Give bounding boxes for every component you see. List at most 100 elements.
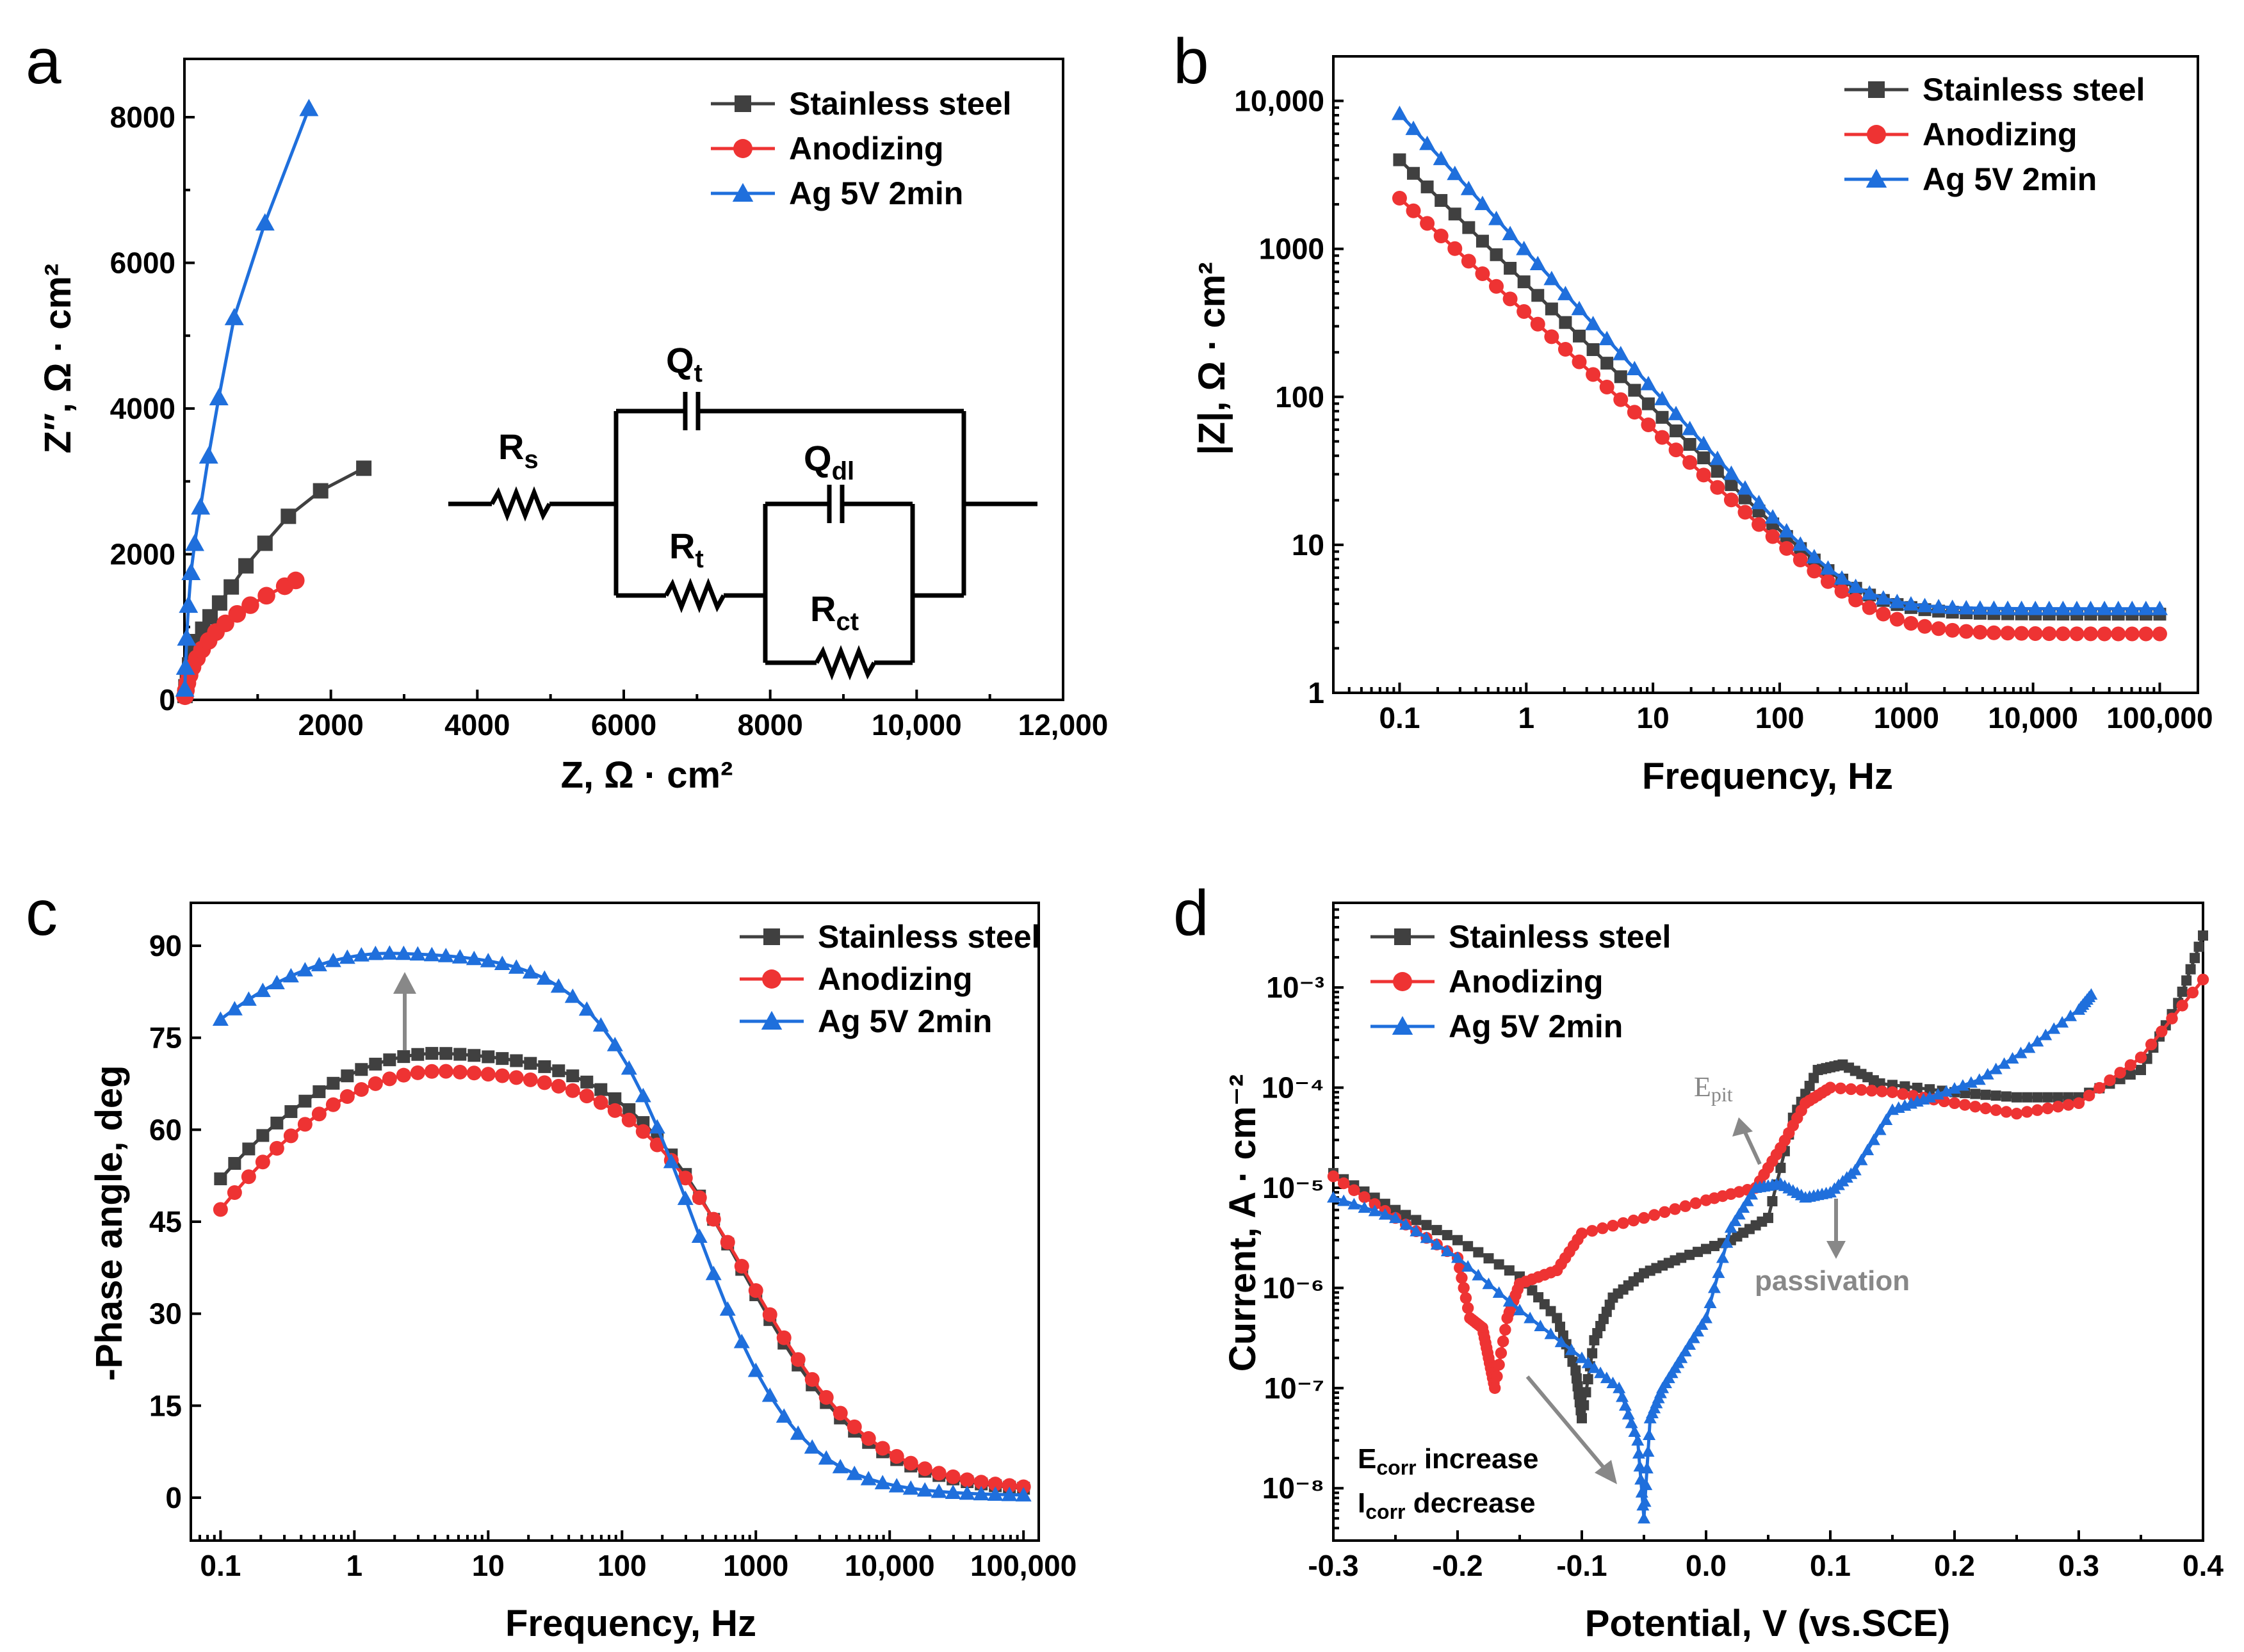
point-anod <box>297 1117 313 1132</box>
point-anod <box>2010 1107 2023 1120</box>
point-ss <box>2190 953 2200 964</box>
point-ag <box>522 964 539 979</box>
point-ag <box>1378 1208 1392 1220</box>
y-tick-label: 1 <box>1308 676 1324 709</box>
point-ss <box>224 579 240 595</box>
point-anod <box>2186 986 2199 999</box>
series-ag <box>175 99 319 697</box>
point-ag <box>1634 1473 1648 1485</box>
point-ag <box>181 562 201 580</box>
annotation-epit: Epit <box>1694 1071 1733 1106</box>
point-anod <box>410 1065 425 1080</box>
point-anod <box>1475 266 1490 282</box>
point-ag <box>1940 1085 1953 1097</box>
point-anod <box>833 1405 848 1421</box>
point-ag <box>1622 1407 1635 1420</box>
point-ss <box>238 558 254 574</box>
point-anod <box>2042 1102 2054 1115</box>
point-ss <box>1775 1162 1786 1173</box>
point-ss <box>1804 1080 1815 1091</box>
point-ss <box>1573 329 1586 343</box>
point-ss <box>228 1156 241 1170</box>
point-anod <box>2145 1039 2158 1051</box>
point-anod <box>1586 1225 1598 1237</box>
point-ss <box>355 1063 368 1076</box>
point-ss <box>1517 275 1531 289</box>
point-ss <box>214 1172 227 1186</box>
point-ag <box>691 1228 708 1243</box>
point-anod <box>1491 1370 1503 1382</box>
point-ss <box>1924 1084 1935 1095</box>
y-tick-label: 6000 <box>110 247 175 280</box>
point-ag <box>1368 1204 1381 1217</box>
point-anod <box>1613 392 1629 407</box>
point-anod <box>1824 1081 1837 1094</box>
point-ag <box>1543 270 1560 286</box>
point-ss <box>1401 1210 1411 1220</box>
point-anod <box>1627 405 1642 420</box>
x-tick-label: 100 <box>598 1549 647 1582</box>
point-ag <box>578 1001 595 1016</box>
point-ss <box>453 1048 467 1061</box>
y-axis-label: |Z|, Ω · cm² <box>1191 262 1233 455</box>
point-ag <box>1474 195 1491 211</box>
point-anod <box>1461 1302 1474 1314</box>
point-ag <box>1903 596 1919 611</box>
point-ss <box>1709 1240 1720 1251</box>
point-anod <box>2097 626 2112 642</box>
point-ag <box>1581 1356 1595 1368</box>
point-ag <box>437 948 454 962</box>
increase-arrow-icon <box>393 972 416 1050</box>
point-anod <box>2083 626 2099 642</box>
point-ag <box>1632 1446 1645 1459</box>
point-ss <box>538 1060 551 1073</box>
point-anod <box>2104 1074 2116 1087</box>
point-anod <box>2000 1106 2013 1118</box>
point-ag <box>1347 1197 1361 1210</box>
point-ag <box>2041 601 2058 615</box>
point-ag <box>959 1485 975 1500</box>
point-ag <box>226 1001 243 1016</box>
point-anod <box>2031 1104 2044 1116</box>
point-ag <box>381 945 398 960</box>
point-anod <box>748 1283 763 1299</box>
point-ss <box>1435 194 1448 207</box>
point-ag <box>199 446 218 464</box>
point-ag <box>480 953 496 968</box>
point-ss <box>1767 1196 1778 1207</box>
x-tick-label: -0.2 <box>1432 1549 1483 1582</box>
point-ss <box>580 1075 594 1089</box>
legend-marker-anod <box>1393 972 1412 991</box>
x-tick-label: 0.1 <box>1379 701 1420 734</box>
y-tick-label: 30 <box>149 1297 182 1331</box>
point-ag <box>1606 1376 1620 1388</box>
point-ag <box>1682 421 1698 435</box>
point-anod <box>973 1475 989 1490</box>
panel-letter-b: b <box>1173 26 1209 97</box>
equivalent-circuit <box>448 392 1037 681</box>
legend-label-ss: Stainless steel <box>789 86 1011 122</box>
point-anod <box>227 1185 242 1201</box>
point-anod <box>1793 553 1808 568</box>
point-anod <box>1420 216 1435 231</box>
point-anod <box>1834 1082 1847 1094</box>
point-anod <box>1392 191 1407 206</box>
point-ag <box>1516 241 1533 255</box>
point-anod <box>1458 1282 1470 1294</box>
point-ag <box>1683 1338 1696 1350</box>
point-ss <box>1493 1259 1504 1270</box>
x-tick-label: 0.0 <box>1686 1549 1727 1582</box>
point-ag <box>1972 600 1988 615</box>
x-tick-label: 8000 <box>737 708 802 741</box>
point-ss <box>1545 302 1558 316</box>
point-ag <box>1948 1081 1961 1094</box>
x-tick-label: 100 <box>1755 701 1805 734</box>
point-anod <box>1737 505 1753 520</box>
point-anod <box>523 1072 538 1087</box>
point-ag <box>1687 1331 1700 1343</box>
point-ag <box>2039 1028 2053 1041</box>
point-anod <box>1489 1382 1501 1395</box>
point-anod <box>283 1128 298 1144</box>
y-tick-label: 10⁻⁴ <box>1262 1071 1324 1105</box>
point-ss <box>594 1083 608 1096</box>
